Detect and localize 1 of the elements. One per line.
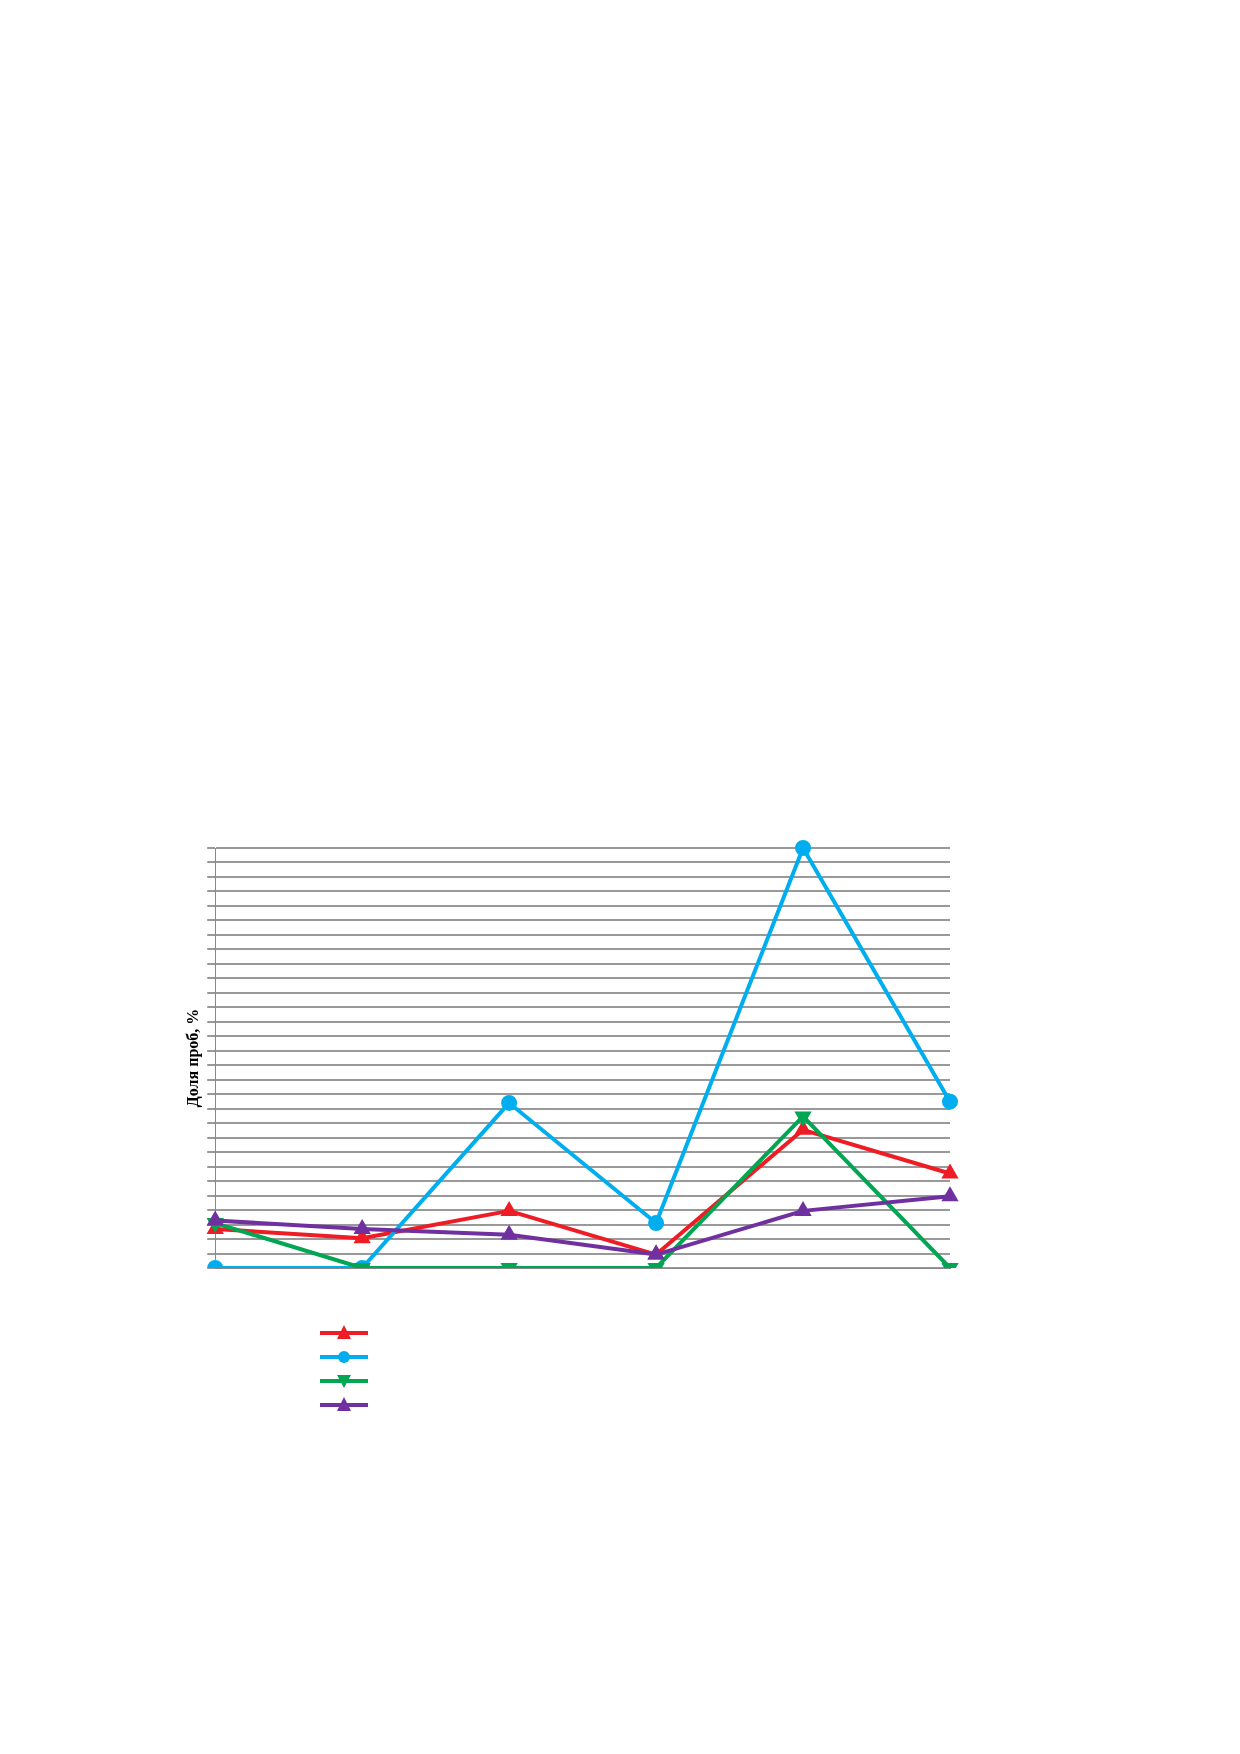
y-axis-title: Доля проб, % bbox=[183, 1008, 202, 1108]
